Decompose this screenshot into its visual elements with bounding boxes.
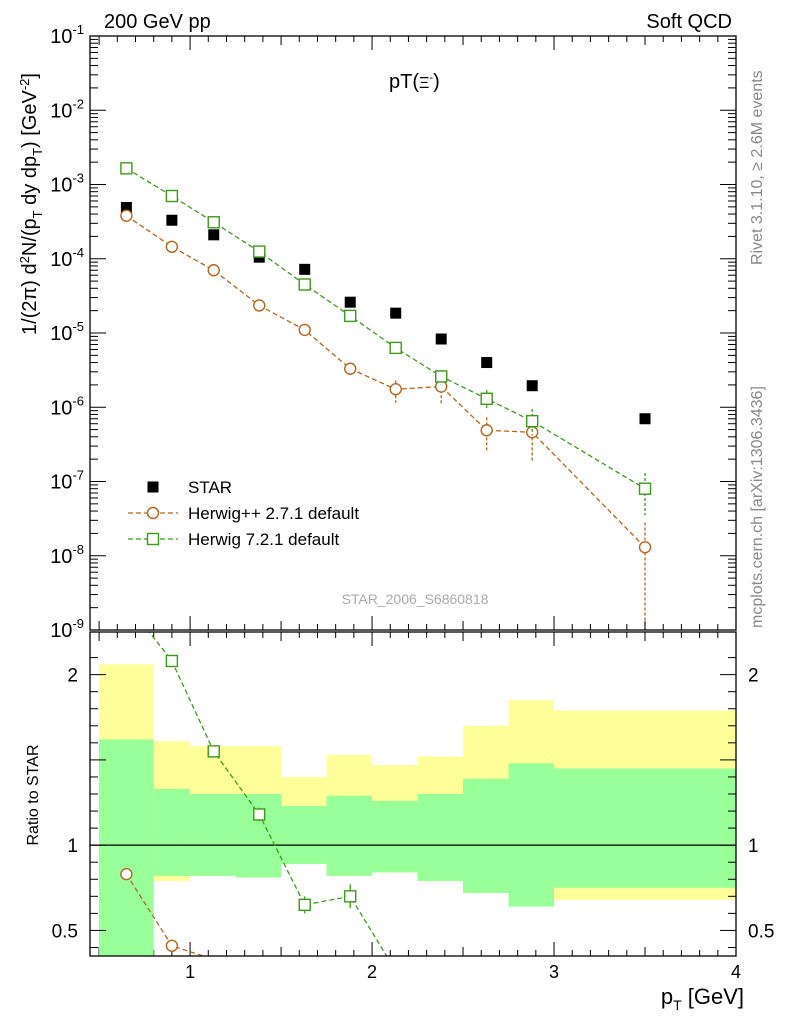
herwig7-ratio-point xyxy=(298,898,311,912)
plot-title: pT(Ξ-) xyxy=(389,71,440,93)
band-inner xyxy=(554,768,736,888)
herwigpp-point xyxy=(344,362,357,375)
band-inner xyxy=(190,794,236,876)
band-inner xyxy=(508,763,555,907)
x-tick-label: 4 xyxy=(731,962,741,982)
herwigpp-point xyxy=(298,323,311,337)
herwig7-point xyxy=(120,162,133,175)
band-inner xyxy=(153,788,191,876)
spectrum-series xyxy=(120,162,652,630)
herwig7-point xyxy=(253,245,266,258)
y-tick-label: 10-5 xyxy=(50,319,84,345)
header-right: Soft QCD xyxy=(646,11,732,33)
spectrum-plot: 10-9 10-8 10-7 10-6 10-5 10-4 10-3 10-2 10-1 xyxy=(50,22,737,956)
mcplots-label: mcplots.cern.ch [arXiv:1306.3436] xyxy=(749,386,766,628)
herwigpp-point xyxy=(165,240,179,253)
legend-herwigpp-marker xyxy=(146,506,160,520)
herwig7-ratio-point xyxy=(253,808,266,821)
y-tick-label: 10-2 xyxy=(50,96,84,122)
y-tick-label: 10-4 xyxy=(50,245,84,271)
star-point xyxy=(435,333,447,345)
x-tick-label: 2 xyxy=(367,962,377,982)
star-point xyxy=(481,357,493,369)
band-inner xyxy=(463,778,509,893)
legend-herwig7-marker xyxy=(146,532,160,546)
herwigpp-point xyxy=(525,426,539,439)
legend-herwigpp-label: Herwig++ 2.7.1 default xyxy=(188,504,359,523)
herwig7-point xyxy=(389,341,402,355)
herwigpp-point xyxy=(435,380,448,393)
herwig7-point xyxy=(344,309,357,323)
band-inner xyxy=(372,800,418,873)
herwigpp-point xyxy=(207,264,220,277)
herwig7-line xyxy=(126,167,646,490)
x-tick-label: 3 xyxy=(549,962,559,982)
herwig7-point xyxy=(207,216,220,229)
herwig7-point xyxy=(435,370,448,383)
herwig7-point xyxy=(298,278,311,291)
header-left: 200 GeV pp xyxy=(104,11,211,33)
legend: STAR Herwig++ 2.7.1 default Herwig 7.2.1 d… xyxy=(128,478,359,549)
herwig7-ratio-point xyxy=(207,745,220,758)
band-inner xyxy=(326,795,373,876)
legend-herwig7-label: Herwig 7.2.1 default xyxy=(188,530,339,549)
rivet-label: Rivet 3.1.10, ≥ 2.6M events xyxy=(749,70,766,265)
ratio-y-tick-label: 2 xyxy=(67,666,78,687)
ratio-y-tick-label-right: 0.5 xyxy=(748,921,774,942)
x-tick-label: 1 xyxy=(185,962,195,982)
herwigpp-line xyxy=(126,215,646,548)
star-point xyxy=(344,296,356,308)
star-point xyxy=(639,413,651,425)
y-tick-label: 10-6 xyxy=(50,393,84,419)
star-point xyxy=(120,202,132,214)
legend-star-label: STAR xyxy=(188,478,232,497)
herwigpp-point xyxy=(253,299,266,312)
ratio-y-tick-label-right: 2 xyxy=(748,666,759,687)
y-tick-label: 10-9 xyxy=(50,616,84,642)
band-inner xyxy=(99,739,154,956)
y-tick-label: 10-1 xyxy=(50,22,84,48)
legend-star-marker xyxy=(147,481,159,493)
y-tick-label: 10-8 xyxy=(50,542,84,568)
star-point xyxy=(166,214,178,226)
band-inner xyxy=(281,805,327,864)
band-inner xyxy=(417,794,464,881)
star-point xyxy=(208,229,220,241)
herwigpp-point xyxy=(638,541,652,554)
ratio-y-tick-label: 0.5 xyxy=(52,921,78,942)
star-point xyxy=(299,263,311,275)
herwig7-point xyxy=(165,189,179,203)
herwig7-ratio-point xyxy=(344,890,357,903)
star-point xyxy=(390,307,402,319)
herwigpp-ratio-point xyxy=(120,867,133,881)
herwig7-point xyxy=(525,414,539,428)
ratio-y-tick-label: 1 xyxy=(67,836,78,857)
herwig7-point xyxy=(638,482,652,495)
herwigpp-ratio-point xyxy=(165,939,179,952)
ratio-y-axis-label: Ratio to STAR xyxy=(25,744,42,845)
herwig7-point xyxy=(480,392,493,405)
band-inner xyxy=(235,794,282,878)
y-tick-label: 10-7 xyxy=(50,468,84,494)
top-y-axis-label: 1/(2π) d2N/(pT dy dpT) [GeV-2] xyxy=(17,73,45,335)
analysis-watermark: STAR_2006_S6860818 xyxy=(342,591,489,607)
star-point xyxy=(526,380,538,392)
herwigpp-point xyxy=(120,209,133,222)
ratio-plot: 1 2 3 4 0.5 0.5 1 1 2 2 xyxy=(52,631,774,982)
y-tick-label: 10-3 xyxy=(50,171,84,197)
ratio-y-tick-label-right: 1 xyxy=(748,836,759,857)
herwigpp-point xyxy=(389,383,402,396)
x-axis-label: pT [GeV] xyxy=(661,984,744,1013)
herwig7-ratio-point xyxy=(165,654,179,668)
herwigpp-point xyxy=(480,424,493,437)
ratio-series xyxy=(120,632,388,956)
